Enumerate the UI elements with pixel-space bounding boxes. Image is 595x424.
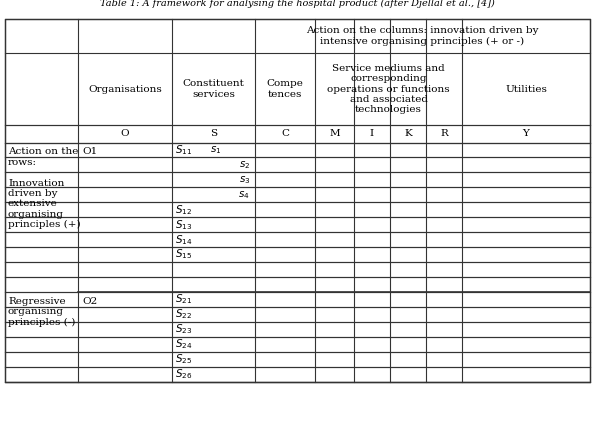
Text: $S_{26}$: $S_{26}$ (175, 367, 192, 381)
Text: $s_{2}$: $s_{2}$ (239, 159, 250, 171)
Text: Compe
tences: Compe tences (267, 79, 303, 99)
Text: $S_{11}$: $S_{11}$ (175, 143, 192, 157)
Text: I: I (370, 129, 374, 138)
Text: Action on the
rows:

Innovation
driven by
extensive
organising
principles (+): Action on the rows: Innovation driven by… (8, 148, 81, 229)
Text: Utilities: Utilities (505, 84, 547, 94)
Text: Y: Y (522, 129, 530, 138)
Text: $S_{14}$: $S_{14}$ (175, 233, 192, 246)
Text: $s_{1}$: $s_{1}$ (210, 144, 221, 156)
Text: O1: O1 (82, 148, 97, 156)
Text: Table 1: A framework for analysing the hospital product (after Djellal et al., [: Table 1: A framework for analysing the h… (100, 0, 495, 8)
Text: K: K (404, 129, 412, 138)
Text: $s_{3}$: $s_{3}$ (239, 174, 250, 186)
Text: $S_{12}$: $S_{12}$ (175, 203, 192, 217)
Text: $S_{23}$: $S_{23}$ (175, 322, 192, 336)
Text: $S_{13}$: $S_{13}$ (175, 218, 192, 232)
Text: C: C (281, 129, 289, 138)
Text: Action on the columns: innovation driven by
intensive organising principles (+ o: Action on the columns: innovation driven… (306, 26, 538, 46)
Text: O2: O2 (82, 297, 97, 306)
Text: O: O (121, 129, 129, 138)
Text: $S_{25}$: $S_{25}$ (175, 352, 192, 366)
Text: $S_{15}$: $S_{15}$ (175, 248, 192, 262)
Text: $s_{4}$: $s_{4}$ (239, 189, 250, 201)
Text: S: S (210, 129, 217, 138)
Text: Constituent
services: Constituent services (183, 79, 245, 99)
Text: Organisations: Organisations (88, 84, 162, 94)
Text: $S_{24}$: $S_{24}$ (175, 338, 192, 351)
Text: R: R (440, 129, 448, 138)
Text: $S_{22}$: $S_{22}$ (175, 307, 192, 321)
Bar (5, 19, 590, 382)
Text: M: M (329, 129, 340, 138)
Text: Service mediums and
corresponding
operations or functions
and associated
technol: Service mediums and corresponding operat… (327, 64, 450, 114)
Text: Regressive
organising
principles (-): Regressive organising principles (-) (8, 297, 76, 327)
Text: $S_{21}$: $S_{21}$ (175, 293, 192, 306)
